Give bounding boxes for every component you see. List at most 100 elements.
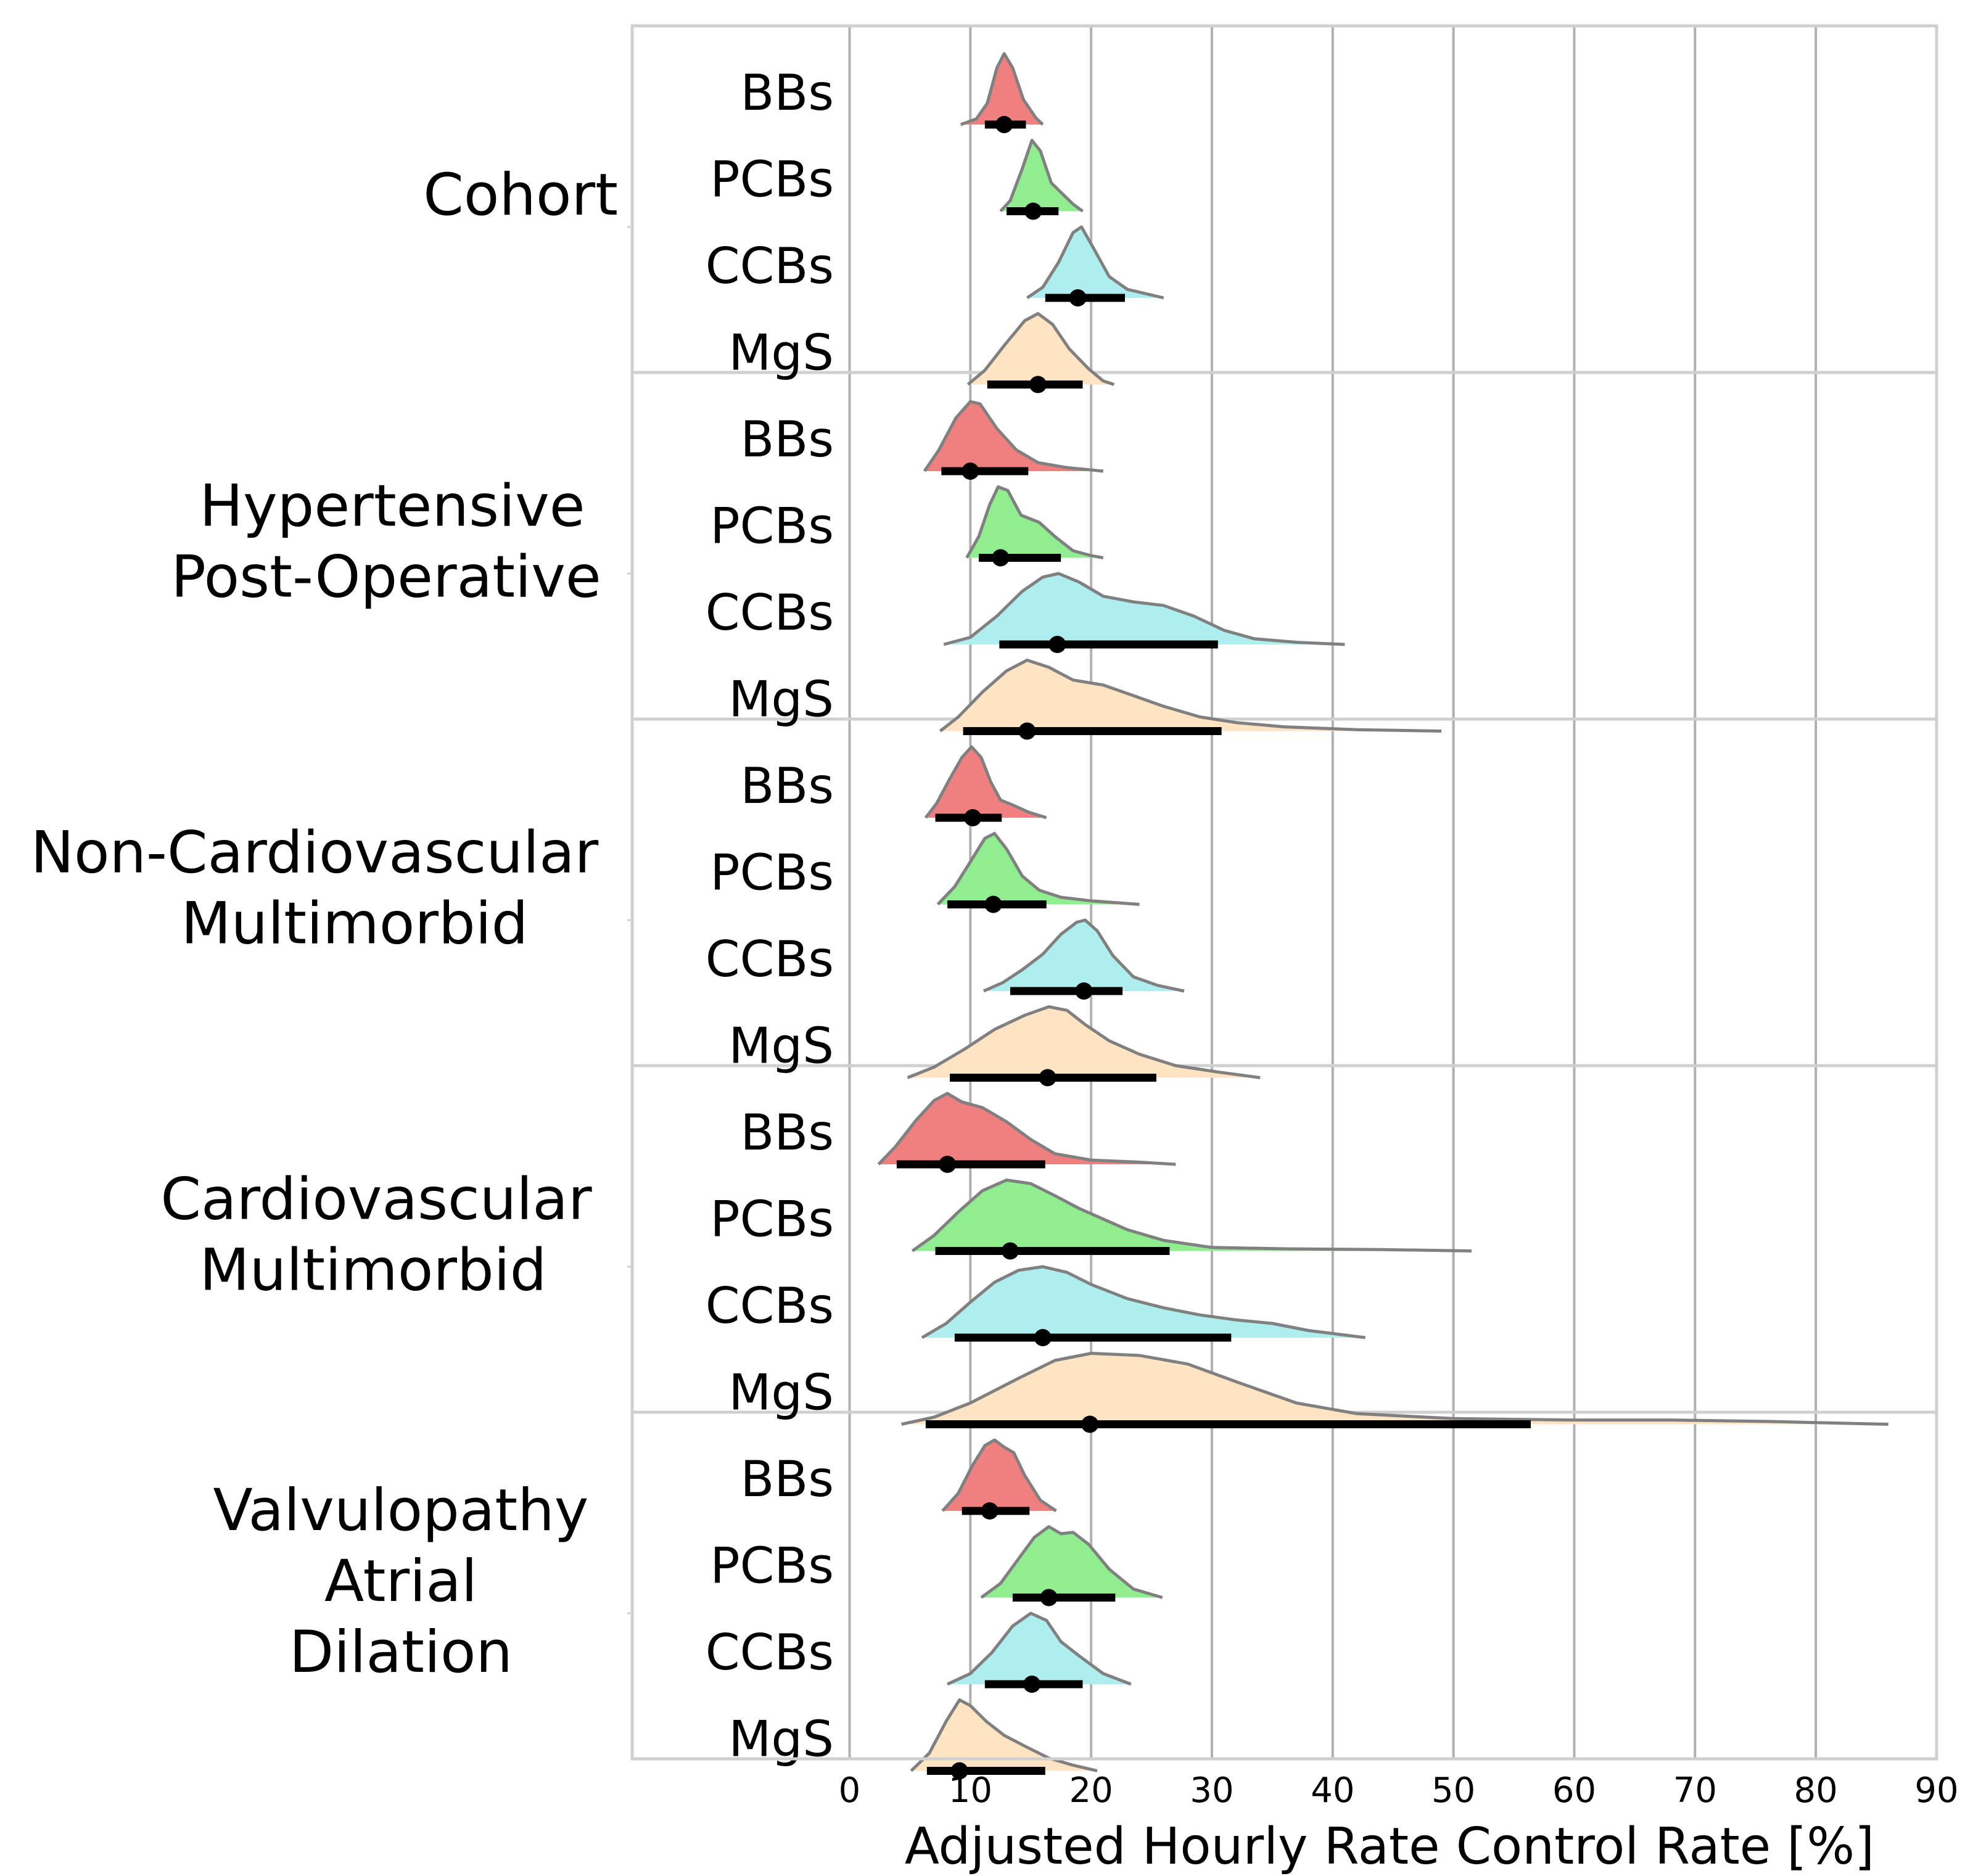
density-fill-pcbs: [912, 1180, 1472, 1251]
mean-point-pcbs: [1040, 1589, 1058, 1607]
drug-label-mgs: MgS: [728, 324, 834, 382]
x-tick-label-0: 0: [839, 1771, 861, 1811]
density-fill-ccbs: [983, 920, 1184, 991]
density-fill-ccbs: [922, 1267, 1365, 1338]
density-outline-bbs: [941, 1438, 1057, 1513]
group-label-line: Cardiovascular: [160, 1166, 592, 1233]
drug-label-bbs: BBs: [741, 1104, 834, 1161]
density-fill-mgs: [901, 1353, 1888, 1425]
x-axis-label: Adjusted Hourly Rate Control Rate [%]: [905, 1817, 1874, 1876]
density-fill-pcbs: [1000, 140, 1083, 212]
density-outline-bbs: [924, 745, 1047, 820]
drug-label-pcbs: PCBs: [710, 1537, 834, 1595]
drug-label-pcbs: PCBs: [710, 151, 834, 208]
x-tick-label-20: 20: [1069, 1771, 1113, 1811]
density-outline-ccbs: [921, 1265, 1366, 1339]
x-tick-label-70: 70: [1673, 1771, 1717, 1811]
group-label-line: Cohort: [423, 162, 618, 229]
density-outline-pcbs: [965, 485, 1104, 559]
drug-label-bbs: BBs: [741, 757, 834, 815]
mean-point-ccbs: [1048, 636, 1066, 653]
group-label-line: Atrial: [324, 1548, 477, 1615]
density-outline-mgs: [939, 659, 1442, 733]
drug-label-pcbs: PCBs: [710, 498, 834, 555]
mean-point-mgs: [1081, 1415, 1099, 1433]
density-fill-mgs: [907, 1006, 1261, 1078]
drug-label-ccbs: CCBs: [706, 584, 834, 641]
mean-point-pcbs: [984, 895, 1002, 913]
drug-labels: BBs PCBs CCBs MgS BBs PCBs CCBs MgS BBs PCBs CCBs M…: [706, 64, 834, 1768]
x-tick-label-80: 80: [1794, 1771, 1838, 1811]
group-label-line: Multimorbid: [200, 1236, 547, 1304]
density-fill-pcbs: [937, 833, 1140, 905]
mean-point-ccbs: [1034, 1329, 1052, 1346]
density-outline-pcbs: [980, 1525, 1163, 1599]
density-ridges: [877, 52, 1888, 1780]
density-outline-mgs: [907, 1005, 1261, 1079]
density-outline-pcbs: [999, 139, 1084, 213]
group-label-line: Multimorbid: [181, 890, 529, 957]
density-fill-ccbs: [1027, 227, 1164, 298]
density-outline-bbs: [960, 52, 1044, 126]
drug-label-ccbs: CCBs: [706, 1277, 834, 1335]
density-outline-mgs: [910, 1698, 1098, 1772]
density-fill-ccbs: [944, 574, 1345, 644]
density-outline-mgs: [901, 1352, 1888, 1426]
density-outline-pcbs: [936, 832, 1140, 906]
plot-frame: [630, 24, 1938, 1761]
density-outline-ccbs: [1026, 225, 1164, 300]
density-outline-bbs: [923, 400, 1104, 473]
mean-point-ccbs: [1023, 1676, 1041, 1693]
drug-label-ccbs: CCBs: [706, 1624, 834, 1681]
x-tick-label-30: 30: [1190, 1771, 1233, 1811]
drug-label-ccbs: CCBs: [706, 237, 834, 295]
mean-point-bbs: [995, 116, 1013, 133]
mean-point-pcbs: [992, 549, 1010, 567]
mean-point-pcbs: [1024, 202, 1042, 220]
drug-label-bbs: BBs: [741, 64, 834, 121]
group-label: Cohort: [423, 162, 618, 229]
density-fill-bbs: [942, 1440, 1056, 1511]
group-label-line: Non-Cardiovascular: [31, 819, 599, 886]
group-label: Cardiovascular Multimorbid: [160, 1166, 592, 1304]
density-outline-pcbs: [911, 1179, 1472, 1253]
density-fill-bbs: [924, 401, 1103, 471]
x-tick-label-60: 60: [1552, 1771, 1596, 1811]
density-fill-bbs: [878, 1093, 1176, 1164]
drug-label-mgs: MgS: [728, 1018, 834, 1075]
group-label: Non-Cardiovascular Multimorbid: [31, 819, 599, 957]
drug-label-ccbs: CCBs: [706, 931, 834, 988]
drug-label-pcbs: PCBs: [710, 844, 834, 902]
group-label-line: Dilation: [289, 1619, 513, 1686]
x-tick-label-40: 40: [1311, 1771, 1354, 1811]
density-fill-bbs: [925, 747, 1047, 818]
x-tick-label-10: 10: [949, 1771, 992, 1811]
drug-label-bbs: BBs: [741, 1450, 834, 1508]
density-fill-mgs: [940, 660, 1442, 731]
drug-label-pcbs: PCBs: [710, 1191, 834, 1248]
density-outline-bbs: [877, 1092, 1176, 1166]
group-label: Valvulopathy Atrial Dilation: [213, 1477, 589, 1686]
x-tick-label-90: 90: [1914, 1771, 1958, 1811]
mean-point-bbs: [981, 1502, 999, 1520]
density-outline-ccbs: [943, 572, 1345, 646]
mean-point-bbs: [964, 809, 982, 826]
group-label: Hypertensive Post-Operative: [171, 472, 601, 611]
mean-point-ccbs: [1075, 982, 1093, 1000]
drug-label-mgs: MgS: [728, 671, 834, 728]
mean-point-mgs: [1029, 376, 1047, 393]
density-fill-pcbs: [981, 1526, 1163, 1598]
density-fill-ccbs: [947, 1613, 1131, 1684]
density-fill-bbs: [960, 54, 1043, 125]
group-labels: Cohort Hypertensive Post-Operative Non-Card…: [31, 162, 618, 1686]
drug-label-mgs: MgS: [728, 1364, 834, 1421]
mean-point-ccbs: [1069, 289, 1087, 306]
group-label-line: Hypertensive: [199, 472, 585, 540]
group-label-line: Post-Operative: [171, 543, 601, 611]
density-fill-mgs: [968, 313, 1114, 385]
mean-point-bbs: [939, 1156, 957, 1173]
mean-point-mgs: [950, 1762, 968, 1780]
density-outline-ccbs: [982, 918, 1185, 993]
density-outline-ccbs: [947, 1611, 1132, 1686]
